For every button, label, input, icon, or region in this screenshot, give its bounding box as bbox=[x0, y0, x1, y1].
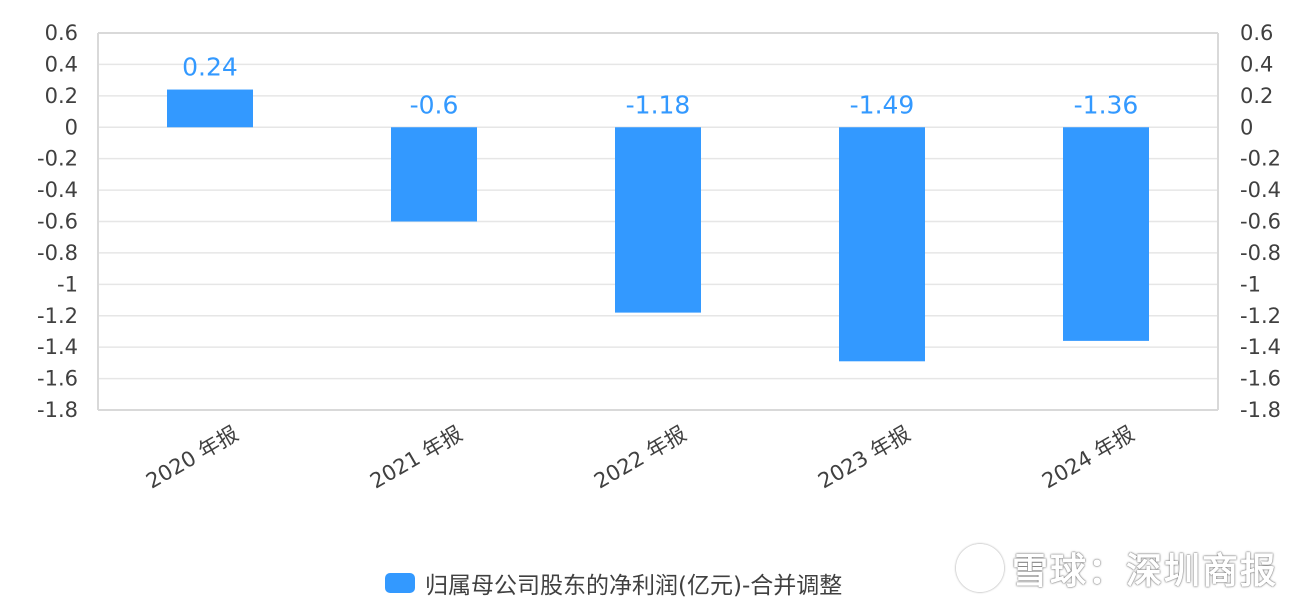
legend-label: 归属母公司股东的净利润(亿元)-合并调整 bbox=[425, 573, 843, 599]
data-label: -1.18 bbox=[626, 90, 691, 119]
y-tick-label-right: 0 bbox=[1240, 115, 1253, 139]
data-label: -1.36 bbox=[1074, 90, 1139, 119]
y-tick-label-left: -0.2 bbox=[37, 147, 78, 171]
x-axis-ticks: 2020 年报 2021 年报 2022 年报 2023 年报 2024 年报 bbox=[142, 422, 1138, 494]
y-tick-label-right: -0.4 bbox=[1240, 178, 1281, 202]
axes bbox=[97, 32, 1219, 411]
y-tick-label-left: -1.8 bbox=[37, 398, 78, 422]
y-axis-right-ticks: 0.6 0.4 0.2 0 -0.2 -0.4 -0.6 -0.8 -1 -1.2 -1.4 -1.6… bbox=[1240, 21, 1281, 422]
y-tick-label-right: -1.8 bbox=[1240, 398, 1281, 422]
y-tick-label-right: -0.2 bbox=[1240, 147, 1281, 171]
watermark-text: 雪球：深圳商报 bbox=[1012, 551, 1279, 592]
legend: 归属母公司股东的净利润(亿元)-合并调整 bbox=[385, 566, 842, 600]
y-tick-label-left: -0.4 bbox=[37, 178, 78, 202]
y-tick-label-left: 0.2 bbox=[45, 84, 78, 108]
y-tick-label-left: -1 bbox=[57, 272, 78, 296]
y-tick-label-right: 0.4 bbox=[1240, 52, 1273, 76]
bars bbox=[167, 89, 1149, 362]
x-tick-label: 2023 年报 bbox=[814, 422, 914, 494]
bar bbox=[391, 127, 477, 222]
legend-swatch bbox=[385, 573, 415, 593]
bar bbox=[839, 127, 925, 362]
x-tick-label: 2020 年报 bbox=[142, 422, 242, 494]
y-tick-label-left: -0.8 bbox=[37, 241, 78, 265]
watermark: 雪球：深圳商报 bbox=[956, 542, 1278, 594]
y-tick-label-right: -1.2 bbox=[1240, 304, 1281, 328]
snowball-logo-icon bbox=[956, 544, 1004, 592]
y-tick-label-right: -1 bbox=[1240, 272, 1261, 296]
bar bbox=[615, 127, 701, 313]
y-tick-label-left: -1.4 bbox=[37, 335, 78, 359]
y-tick-label-right: -1.6 bbox=[1240, 367, 1281, 391]
x-tick-label: 2021 年报 bbox=[366, 422, 466, 494]
y-tick-label-right: 0.6 bbox=[1240, 21, 1273, 45]
y-tick-label-right: -0.6 bbox=[1240, 210, 1281, 234]
y-tick-label-left: -1.6 bbox=[37, 367, 78, 391]
y-tick-label-left: -1.2 bbox=[37, 304, 78, 328]
y-tick-label-right: -0.8 bbox=[1240, 241, 1281, 265]
y-tick-label-left: -0.6 bbox=[37, 210, 78, 234]
data-label: -1.49 bbox=[850, 90, 915, 119]
data-label: 0.24 bbox=[182, 53, 238, 82]
y-tick-label-right: -1.4 bbox=[1240, 335, 1281, 359]
bar bbox=[1063, 127, 1149, 341]
x-tick-label: 2024 年报 bbox=[1038, 422, 1138, 494]
y-tick-label-left: 0 bbox=[65, 115, 78, 139]
y-tick-label-left: 0.6 bbox=[45, 21, 78, 45]
y-axis-left-ticks: 0.6 0.4 0.2 0 -0.2 -0.4 -0.6 -0.8 -1 -1.2 -1.4 -1.6… bbox=[37, 21, 78, 422]
y-tick-label-left: 0.4 bbox=[45, 52, 78, 76]
x-tick-label: 2022 年报 bbox=[590, 422, 690, 494]
data-labels: 0.24 -0.6 -1.18 -1.49 -1.36 bbox=[182, 53, 1138, 120]
y-tick-label-right: 0.2 bbox=[1240, 84, 1273, 108]
bar bbox=[167, 89, 253, 128]
data-label: -0.6 bbox=[410, 90, 459, 119]
